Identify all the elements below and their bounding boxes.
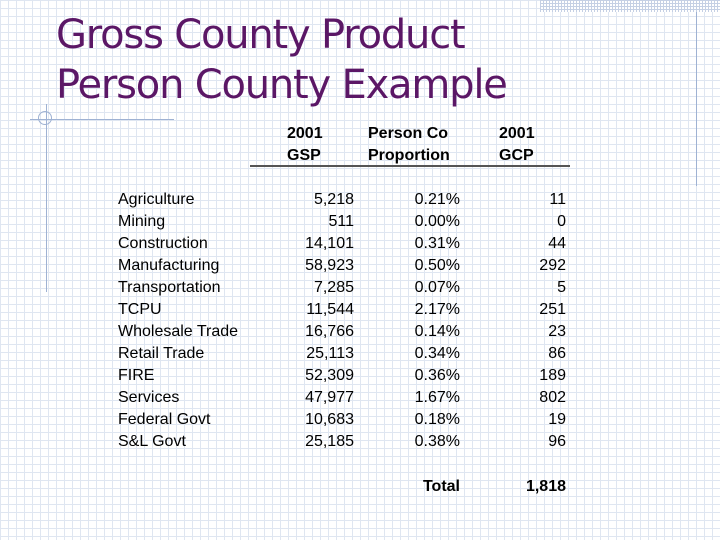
row-gcp: 86 xyxy=(548,345,566,362)
header-proportion-line-1: Person Co xyxy=(368,125,449,142)
row-sector: Construction xyxy=(118,235,208,252)
header-gsp-line-2: GSP xyxy=(287,147,321,164)
row-gsp: 511 xyxy=(328,213,354,230)
row-sector: Federal Govt xyxy=(118,411,211,428)
row-sector: Transportation xyxy=(118,279,221,296)
row-gsp: 25,113 xyxy=(306,345,354,362)
row-sector: Retail Trade xyxy=(118,345,205,362)
row-sector: Agriculture xyxy=(118,191,195,208)
total-gcp: 1,818 xyxy=(525,478,566,495)
row-gcp: 189 xyxy=(539,367,566,384)
row-gsp: 14,101 xyxy=(305,235,354,252)
header-gcp-line-2: GCP xyxy=(499,147,534,164)
slide-title-line-2: Person County Example xyxy=(56,62,508,108)
row-proportion: 0.38% xyxy=(414,433,460,450)
decorative-right-rule xyxy=(696,12,697,186)
slide-title-line-1: Gross County Product xyxy=(56,12,466,58)
row-proportion: 0.07% xyxy=(414,279,460,296)
row-sector: FIRE xyxy=(118,367,155,384)
header-underline xyxy=(250,165,570,167)
header-gsp-line-1: 2001 xyxy=(287,125,323,142)
row-gcp: 44 xyxy=(548,235,566,252)
decorative-vertical-rule xyxy=(46,104,47,292)
row-sector: TCPU xyxy=(118,301,162,318)
row-proportion: 0.31% xyxy=(414,235,460,252)
row-proportion: 0.21% xyxy=(414,191,460,208)
row-sector: S&L Govt xyxy=(118,433,186,450)
decorative-horizontal-rule xyxy=(30,119,174,120)
row-gsp: 10,683 xyxy=(305,411,354,428)
row-gsp: 7,285 xyxy=(313,279,354,296)
slide-title: Gross County Product Person County Examp… xyxy=(56,10,508,110)
row-gcp: 96 xyxy=(548,433,566,450)
row-gcp: 292 xyxy=(539,257,566,274)
row-gsp: 16,766 xyxy=(305,323,354,340)
header-gcp-line-1: 2001 xyxy=(499,125,535,142)
row-proportion: 0.14% xyxy=(414,323,460,340)
total-label: Total xyxy=(422,478,460,495)
row-sector: Wholesale Trade xyxy=(118,323,239,340)
row-proportion: 0.00% xyxy=(414,213,460,230)
row-proportion: 1.67% xyxy=(414,389,460,406)
row-gsp: 52,309 xyxy=(305,367,354,384)
row-gcp: 251 xyxy=(539,301,566,318)
row-gcp: 19 xyxy=(548,411,566,428)
row-proportion: 2.17% xyxy=(414,301,460,318)
row-gsp: 58,923 xyxy=(305,257,354,274)
row-gcp: 11 xyxy=(549,191,566,208)
row-sector: Services xyxy=(118,389,180,406)
row-gcp: 0 xyxy=(557,213,566,230)
row-proportion: 0.36% xyxy=(414,367,460,384)
header-proportion-line-2: Proportion xyxy=(368,147,450,164)
row-gcp: 23 xyxy=(548,323,566,340)
row-proportion: 0.50% xyxy=(414,257,460,274)
row-gcp: 5 xyxy=(557,279,566,296)
row-gsp: 11,544 xyxy=(306,301,354,318)
row-sector: Mining xyxy=(118,213,166,230)
row-gcp: 802 xyxy=(539,389,566,406)
row-sector: Manufacturing xyxy=(118,257,220,274)
decorative-top-band xyxy=(540,0,720,12)
row-gsp: 47,977 xyxy=(305,389,354,406)
row-proportion: 0.34% xyxy=(414,345,460,362)
row-proportion: 0.18% xyxy=(414,411,460,428)
row-gsp: 25,185 xyxy=(305,433,354,450)
decorative-ring-icon xyxy=(38,111,52,125)
row-gsp: 5,218 xyxy=(313,191,354,208)
